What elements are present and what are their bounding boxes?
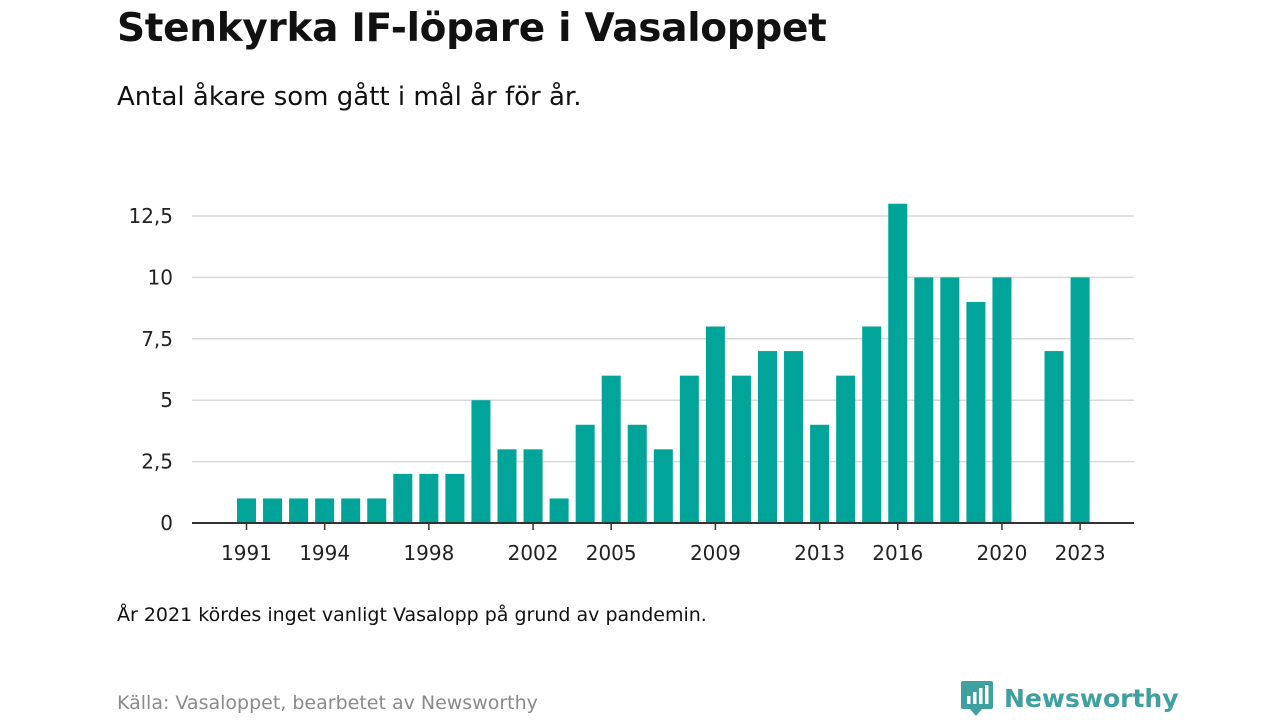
bar-2003 <box>549 498 569 523</box>
y-tick-label: 10 <box>148 265 173 289</box>
bar-2019 <box>966 301 986 523</box>
bar-1991 <box>237 498 256 523</box>
bar-2007 <box>653 449 673 523</box>
bar-2016 <box>888 203 908 523</box>
bar-2002 <box>523 449 543 523</box>
y-tick-label: 12,5 <box>128 204 173 228</box>
bar-2020 <box>992 277 1012 523</box>
bar-2008 <box>679 375 699 523</box>
axes: 0 2,5 5 7,5 10 12,5 1991 1994 1998 2002 2005 2009 20… <box>128 204 1134 565</box>
chart-title: Stenkyrka IF-löpare i Vasaloppet <box>117 6 827 51</box>
chart-note: År 2021 kördes inget vanligt Vasalopp på… <box>117 604 707 626</box>
bar-chart: 0 2,5 5 7,5 10 12,5 1991 1994 1998 2002 2005 2009 20… <box>128 203 1134 565</box>
bar-2014 <box>836 375 856 523</box>
bar-1993 <box>289 498 309 523</box>
bar-1998 <box>419 473 439 523</box>
bar-2012 <box>784 351 804 523</box>
bar-2009 <box>705 326 725 523</box>
x-tick-label: 2002 <box>508 541 559 565</box>
bar-2023 <box>1070 277 1090 523</box>
x-tick-label: 2023 <box>1055 541 1106 565</box>
bar-2005 <box>601 375 621 523</box>
bar-2001 <box>497 449 517 523</box>
brand-name: Newsworthy <box>1004 683 1179 713</box>
y-tick-label: 2,5 <box>141 450 173 474</box>
source-credit: Källa: Vasaloppet, bearbetet av Newswort… <box>117 692 538 714</box>
bar-1995 <box>341 498 361 523</box>
bar-2017 <box>914 277 934 523</box>
brand-logo: Newsworthy <box>960 680 1179 716</box>
bar-1996 <box>367 498 387 523</box>
y-tick-label: 5 <box>160 388 173 412</box>
bar-2015 <box>862 326 882 523</box>
bar-2013 <box>810 424 830 523</box>
bar-2004 <box>575 424 595 523</box>
bar-2010 <box>731 375 751 523</box>
bar-1992 <box>263 498 283 523</box>
bar-2011 <box>758 351 777 523</box>
newsworthy-logo-icon <box>961 681 993 716</box>
x-tick-label: 2020 <box>976 541 1027 565</box>
y-tick-label: 7,5 <box>141 327 173 351</box>
y-tick-label: 0 <box>160 511 173 535</box>
x-tick-label: 2016 <box>872 541 923 565</box>
bar-2022 <box>1044 351 1064 523</box>
x-tick-label: 2009 <box>690 541 741 565</box>
bar-2018 <box>940 277 960 523</box>
x-tick-label: 1991 <box>221 541 272 565</box>
bar-2006 <box>627 424 647 523</box>
bar-2000 <box>471 400 491 523</box>
bar-1994 <box>315 498 335 523</box>
x-tick-label: 1998 <box>403 541 454 565</box>
x-tick-label: 2005 <box>586 541 637 565</box>
x-tick-label: 1994 <box>299 541 350 565</box>
bar-1997 <box>393 473 413 523</box>
bars <box>237 203 1090 523</box>
bar-1999 <box>445 473 465 523</box>
chart-subtitle: Antal åkare som gått i mål år för år. <box>117 82 582 112</box>
x-tick-label: 2013 <box>794 541 845 565</box>
